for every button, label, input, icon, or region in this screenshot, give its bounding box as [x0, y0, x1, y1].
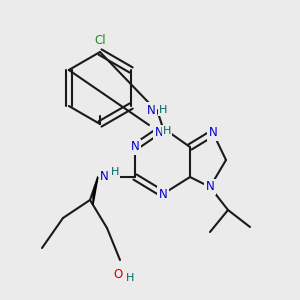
Polygon shape: [93, 177, 98, 205]
Text: H: H: [111, 167, 119, 177]
Text: N: N: [208, 127, 217, 140]
Text: N: N: [154, 127, 164, 140]
Text: N: N: [100, 170, 108, 184]
Text: N: N: [159, 188, 167, 200]
Text: Cl: Cl: [94, 34, 106, 46]
Text: H: H: [163, 126, 171, 136]
Text: O: O: [113, 268, 123, 281]
Text: N: N: [130, 140, 140, 154]
Text: H: H: [159, 105, 167, 115]
Text: N: N: [147, 103, 155, 116]
Text: N: N: [206, 181, 214, 194]
Text: H: H: [126, 273, 134, 283]
